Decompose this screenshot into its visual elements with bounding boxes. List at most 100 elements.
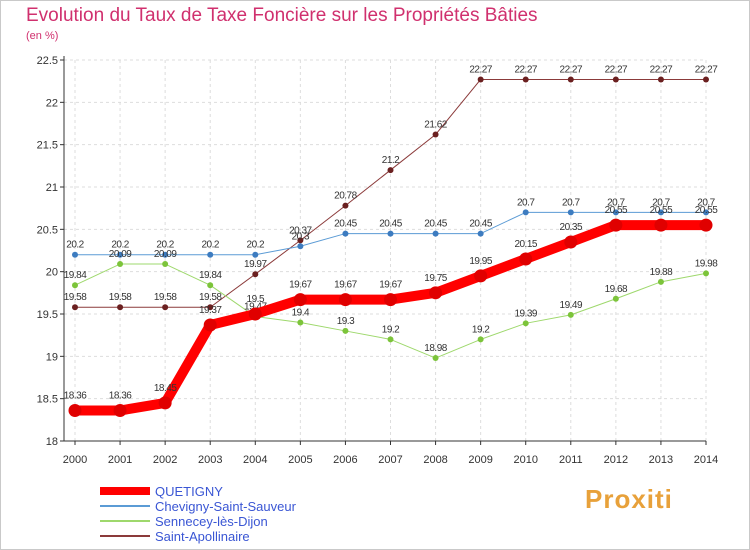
proxiti-logo: Proxiti: [585, 484, 673, 515]
data-label: 20.09: [154, 249, 177, 260]
data-point: [117, 304, 124, 311]
data-point: [612, 76, 619, 83]
data-point: [207, 282, 214, 289]
data-point: [609, 218, 623, 232]
data-label: 18.36: [109, 391, 132, 402]
data-label: 20.2: [66, 240, 84, 251]
legend-item: QUETIGNY: [100, 484, 223, 499]
data-point: [207, 304, 214, 311]
data-label: 22.27: [514, 64, 537, 75]
data-point: [158, 396, 172, 410]
data-point: [567, 209, 574, 216]
x-tick-label: 2004: [243, 454, 267, 466]
y-tick-label: 21: [46, 182, 58, 194]
data-label: 19.97: [244, 259, 267, 270]
data-point: [342, 327, 349, 334]
data-point: [564, 235, 578, 249]
data-point: [522, 320, 529, 327]
y-tick-label: 22.5: [37, 55, 58, 67]
data-label: 19.2: [382, 324, 400, 335]
data-label: 20.2: [111, 240, 129, 251]
data-point: [248, 307, 262, 321]
data-label: 22.27: [560, 64, 583, 75]
chart-title: Evolution du Taux de Taxe Foncière sur l…: [26, 5, 538, 26]
data-point: [567, 311, 574, 318]
data-label: 20.2: [247, 240, 265, 251]
data-point: [699, 218, 713, 232]
data-label: 18.36: [64, 391, 87, 402]
data-label: 19.49: [560, 300, 583, 311]
data-point: [703, 209, 709, 216]
y-tick-label: 18.5: [37, 394, 58, 406]
data-point: [477, 336, 484, 343]
data-point: [654, 218, 668, 232]
legend-label: Chevigny-Saint-Sauveur: [155, 499, 297, 514]
data-point: [384, 293, 397, 307]
logo-text: Proxiti: [585, 484, 673, 514]
y-tick-label: 22: [46, 97, 58, 109]
data-point: [117, 261, 124, 268]
series-saint-apollinaire: 19.58 19.58 19.58 19.58 19.97 20.37 20.78 21.2 2…: [64, 64, 719, 311]
data-label: 21.2: [382, 155, 400, 166]
data-point: [387, 230, 394, 237]
data-label: 19.58: [154, 292, 177, 303]
data-label: 19.67: [379, 280, 402, 291]
data-point: [68, 404, 82, 418]
data-label: 19.84: [64, 270, 87, 281]
data-label: 21.62: [424, 120, 447, 131]
x-tick-label: 2006: [333, 454, 357, 466]
data-label: 19.95: [469, 256, 492, 267]
data-point: [297, 319, 304, 326]
data-point: [567, 76, 574, 83]
data-label: 19.58: [109, 292, 132, 303]
data-point: [162, 304, 169, 311]
data-label: 19.67: [334, 280, 357, 291]
data-label: 20.45: [469, 219, 492, 230]
y-tick-label: 21.5: [37, 140, 58, 152]
data-label: 19.39: [514, 308, 537, 319]
data-point: [72, 251, 78, 258]
y-tick-label: 20: [46, 267, 58, 279]
data-point: [432, 131, 439, 138]
legend-item: Sennecey-lès-Dijon: [100, 514, 268, 529]
data-label: 20.7: [697, 197, 715, 208]
series-chevigny-saint-sauveur: 20.2 20.2 20.2 20.2 20.2 20.3 20.45 20.45 20.45 2…: [66, 197, 716, 258]
data-label: 19.5: [247, 294, 265, 305]
data-label: 20.37: [289, 225, 312, 236]
data-label: 20.3: [292, 231, 310, 242]
data-label: 19.37: [199, 305, 222, 316]
data-point: [657, 209, 664, 216]
data-label: 20.45: [334, 219, 357, 230]
legend-item: Chevigny-Saint-Sauveur: [100, 499, 297, 514]
legend-item: Saint-Apollinaire: [100, 529, 250, 544]
data-point: [474, 269, 488, 283]
data-point: [387, 336, 394, 343]
data-point: [207, 251, 214, 258]
y-tick-label: 20.5: [37, 224, 58, 236]
data-label: 20.35: [560, 222, 583, 233]
data-point: [72, 304, 78, 311]
data-label: 20.55: [650, 205, 673, 216]
legend-label: QUETIGNY: [155, 484, 223, 499]
data-point: [477, 76, 484, 83]
x-tick-label: 2000: [63, 454, 87, 466]
data-point: [203, 318, 217, 332]
data-label: 18.98: [424, 343, 447, 354]
x-tick-label: 2007: [378, 454, 402, 466]
chart-unit-label: (en %): [26, 30, 59, 42]
data-point: [429, 286, 443, 300]
x-tick-label: 2005: [288, 454, 312, 466]
x-tick-label: 2010: [513, 454, 537, 466]
data-point: [657, 278, 664, 285]
data-label: 20.45: [424, 219, 447, 230]
x-tick-label: 2003: [198, 454, 222, 466]
series-sennecey-l-s-dijon: 19.84 20.09 20.09 19.84 19.47 19.4 19.3 19.2 18.…: [64, 249, 719, 362]
data-point: [387, 167, 394, 174]
x-tick-label: 2009: [468, 454, 492, 466]
data-point: [612, 295, 619, 302]
data-label: 19.3: [337, 316, 355, 327]
data-label: 20.55: [695, 205, 718, 216]
data-point: [657, 76, 664, 83]
